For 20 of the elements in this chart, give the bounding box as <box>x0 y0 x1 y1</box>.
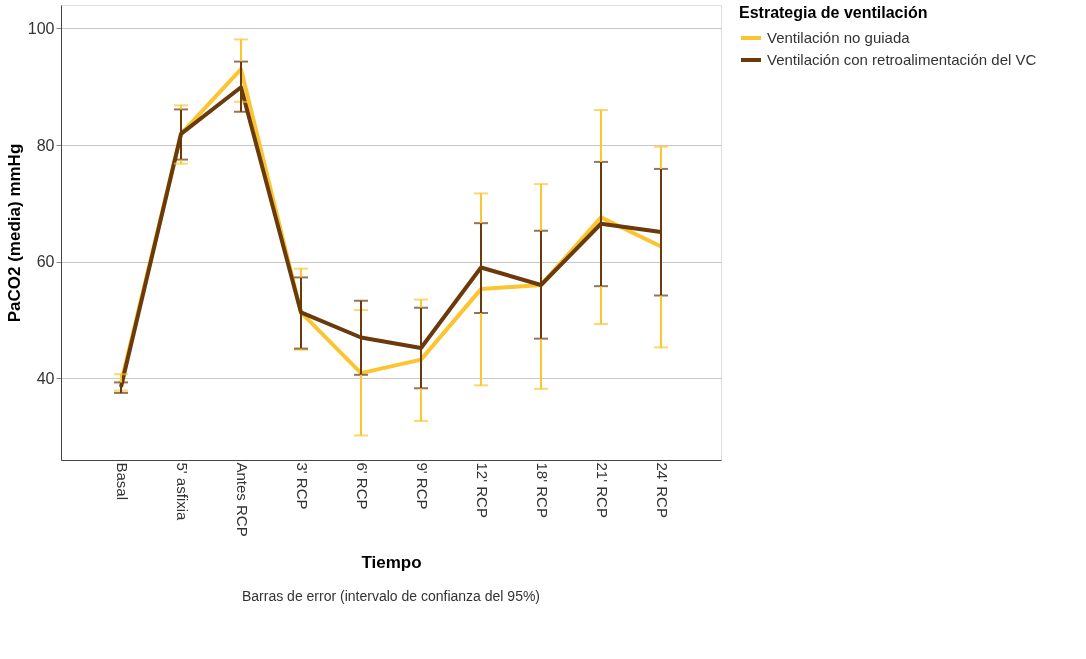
y-axis-title: PaCO2 (media) mmHg <box>4 143 24 323</box>
x-tick-label: 18' RCP <box>533 462 551 518</box>
x-tick-label: 6' RCP <box>353 462 371 510</box>
y-tick-label: 40 <box>36 369 55 387</box>
legend-label: Ventilación no guiada <box>767 29 911 46</box>
x-tick-label: Antes RCP <box>233 462 251 537</box>
x-tick-label: 3' RCP <box>293 462 311 510</box>
x-axis-title: Tiempo <box>361 552 422 572</box>
x-tick-label: 9' RCP <box>413 462 431 510</box>
x-tick-label: 5' asfixia <box>173 462 191 522</box>
x-tick-label: Basal <box>113 462 131 501</box>
legend-title: Estrategia de ventilación <box>739 4 928 21</box>
y-tick-label: 100 <box>27 19 55 37</box>
text: Barras de error (intervalo de confianza del 95%) <box>241 588 541 605</box>
y-tick-label: 60 <box>36 253 55 271</box>
x-tick-label: 24' RCP <box>653 462 671 518</box>
y-tick-label: 80 <box>36 136 55 154</box>
x-tick-label: 21' RCP <box>593 462 611 518</box>
x-tick-label: 12' RCP <box>473 462 491 518</box>
legend-label: Ventilación con retroalimentación del VC <box>767 51 1037 68</box>
